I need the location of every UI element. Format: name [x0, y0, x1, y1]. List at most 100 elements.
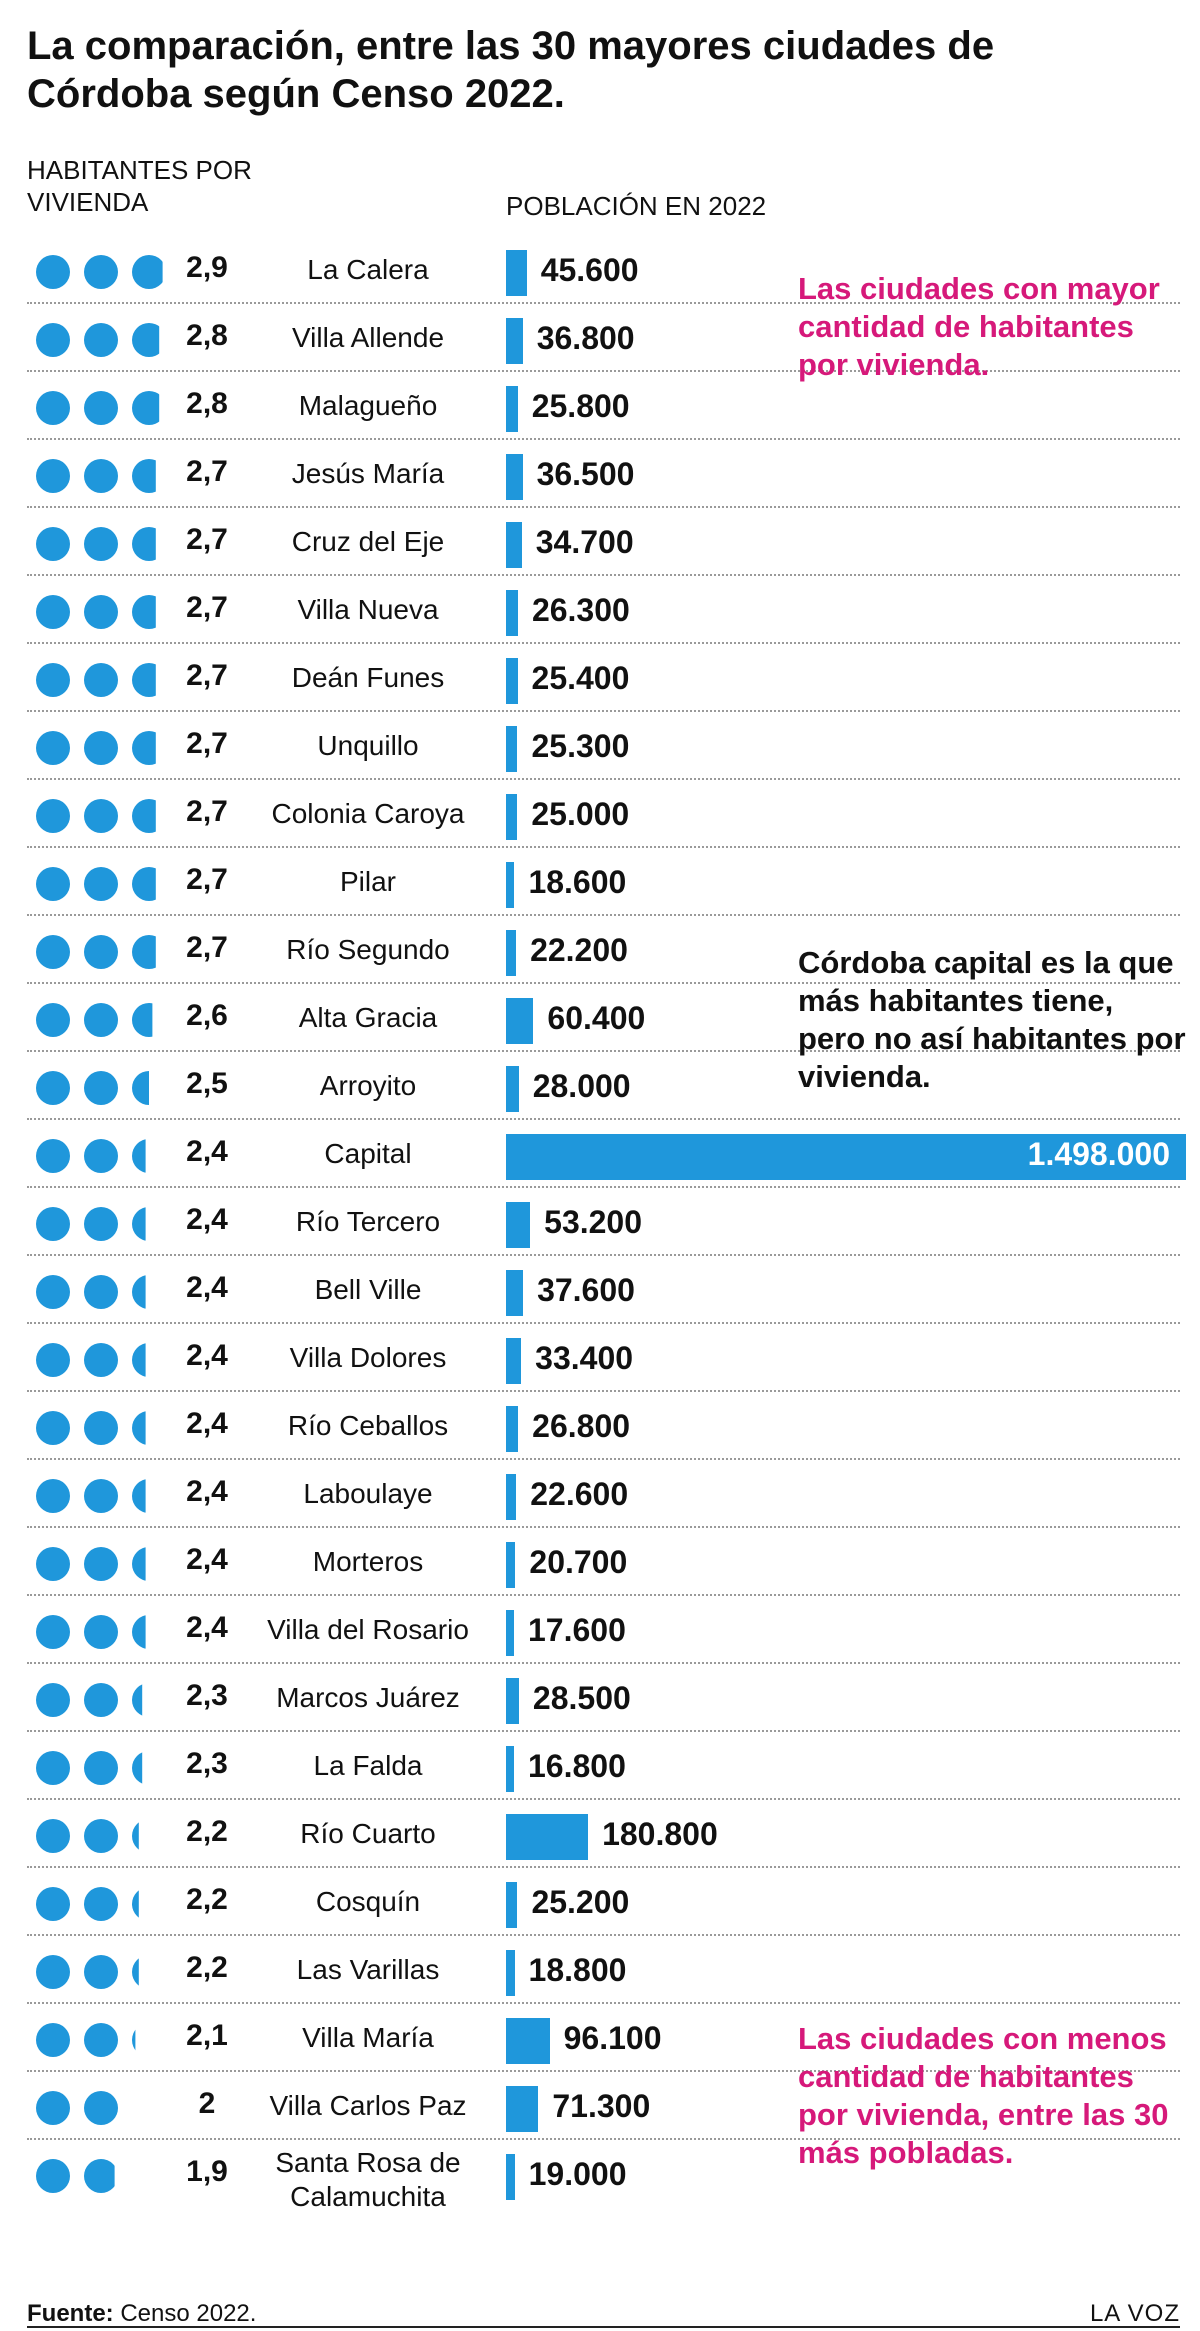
hpv-dot [132, 1752, 143, 1784]
population-bar [506, 1882, 518, 1928]
hpv-dots [36, 731, 156, 765]
city-name: Alta Gracia [298, 1002, 438, 1033]
footer-source: Fuente: Censo 2022. [27, 2300, 256, 2328]
hpv-dot [84, 1411, 118, 1445]
city-name: Río Ceballos [287, 1410, 449, 1441]
chart-title: La comparación, entre las 30 mayores ciu… [27, 24, 995, 116]
hpv-dot [36, 323, 70, 357]
hpv-dot [84, 459, 118, 493]
hpv-dots [36, 2091, 118, 2125]
city-name: Malagueño [298, 390, 438, 421]
city-name: Cosquín [315, 1886, 421, 1917]
row-separator [27, 1458, 1180, 1460]
hpv-dots [36, 255, 163, 289]
hpv-value: 2,2 [186, 1951, 228, 1984]
hpv-dots [36, 1819, 139, 1853]
annotation-bottom: Las ciudades con menos cantidad de habit… [798, 2021, 1169, 2170]
population-bar [506, 1066, 519, 1112]
population-bar [506, 1270, 524, 1316]
hpv-value: 2,4 [186, 1339, 228, 1372]
population-label: 180.800 [602, 1816, 718, 1852]
hpv-dot [36, 1615, 70, 1649]
row-separator [27, 302, 1180, 304]
table-row: 2,7 Jesús María 36.500 [0, 440, 1200, 508]
row-separator [27, 1322, 1180, 1324]
hpv-dot [84, 1615, 118, 1649]
hpv-dot [36, 799, 70, 833]
hpv-dot [36, 1683, 70, 1717]
row-separator [27, 982, 1180, 984]
table-row: 2,8 Villa Allende 36.800 [0, 304, 1200, 372]
population-bar [506, 1134, 1186, 1180]
table-row: 2,7 Deán Funes 25.400 [0, 644, 1200, 712]
footer-source-value: Censo 2022. [113, 2300, 257, 2327]
table-row: 2,2 Río Cuarto 180.800 [0, 1800, 1200, 1868]
hpv-dot [132, 1890, 139, 1918]
population-label: 34.700 [535, 524, 634, 560]
hpv-value: 2,4 [186, 1543, 228, 1576]
hpv-dot [84, 935, 118, 969]
table-row: 2,7 Colonia Caroya 25.000 [0, 780, 1200, 848]
population-label: 18.800 [528, 1952, 627, 1988]
hpv-dots [36, 1751, 143, 1785]
footer-rule [27, 2326, 1180, 2328]
row-separator [27, 2138, 1180, 2140]
hpv-dots [36, 1275, 146, 1309]
hpv-dot [36, 2091, 70, 2125]
population-label: 25.300 [531, 728, 630, 764]
hpv-dot [132, 799, 156, 833]
hpv-value: 2,7 [186, 523, 228, 556]
table-row: 2,6 Alta Gracia 60.400 [0, 984, 1200, 1052]
hpv-dots [36, 1887, 139, 1921]
hpv-value: 2,7 [186, 455, 228, 488]
row-separator [27, 2002, 1180, 2004]
hpv-dot [36, 1547, 70, 1581]
hpv-value: 2,1 [186, 2019, 228, 2052]
hpv-dot [36, 867, 70, 901]
table-row: 2,9 La Calera 45.600 [0, 236, 1200, 304]
table-row: 2,4 Villa Dolores 33.400 [0, 1324, 1200, 1392]
city-name: Pilar [339, 866, 396, 897]
hpv-dots [36, 459, 156, 493]
population-bar [506, 386, 518, 432]
row-separator [27, 1050, 1180, 1052]
population-label: 36.800 [536, 320, 635, 356]
hpv-dots [36, 1955, 139, 1989]
table-row: 2,4 Villa del Rosario 17.600 [0, 1596, 1200, 1664]
table-row: 2,4 Río Ceballos 26.800 [0, 1392, 1200, 1460]
hpv-dot [132, 391, 160, 425]
hpv-dot [132, 731, 156, 765]
hpv-dot [84, 255, 118, 289]
hpv-dot [84, 1683, 118, 1717]
city-name: Bell Ville [314, 1274, 422, 1305]
row-separator [27, 1594, 1180, 1596]
hpv-dot [36, 459, 70, 493]
table-row: 2,3 Marcos Juárez 28.500 [0, 1664, 1200, 1732]
population-bar [506, 250, 527, 296]
population-bar [506, 1202, 531, 1248]
hpv-dots [36, 391, 160, 425]
hpv-dot [132, 1684, 143, 1716]
table-row: 2,4 Capital 1.498.000 [0, 1120, 1200, 1188]
hpv-value: 2,4 [186, 1407, 228, 1440]
population-label: 22.600 [530, 1476, 629, 1512]
row-separator [27, 1730, 1180, 1732]
hpv-dots [36, 595, 156, 629]
city-name: Villa María [302, 2022, 434, 2053]
table-row: 2,7 Unquillo 25.300 [0, 712, 1200, 780]
hpv-dot [36, 391, 70, 425]
row-separator [27, 438, 1180, 440]
table-row: 2,4 Río Tercero 53.200 [0, 1188, 1200, 1256]
population-bar [506, 522, 522, 568]
hpv-dot [36, 1139, 70, 1173]
annotation-middle: Córdoba capital es la que más habitantes… [798, 945, 1186, 1094]
city-name: Villa Allende [291, 322, 445, 353]
hpv-value: 2,2 [186, 1883, 228, 1916]
city-name: Colonia Caroya [271, 798, 465, 829]
hpv-dot [132, 1139, 146, 1173]
city-name: La Falda [313, 1750, 423, 1781]
hpv-value: 2,4 [186, 1475, 228, 1508]
hpv-dot [36, 1819, 70, 1853]
hpv-dots [36, 1207, 146, 1241]
hpv-dot [132, 2029, 136, 2051]
